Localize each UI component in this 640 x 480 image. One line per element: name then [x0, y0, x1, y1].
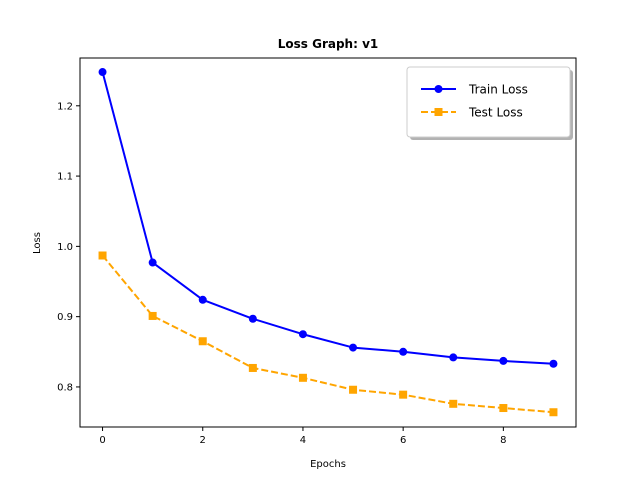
series-line-train-loss: [101, 71, 554, 365]
data-point-train-loss: [98, 68, 107, 77]
x-tick-label: 4: [300, 435, 306, 446]
chart-title: Loss Graph: v1: [278, 37, 379, 51]
legend-item-train-loss: Train Loss: [421, 83, 528, 97]
data-point-test-loss: [148, 311, 157, 320]
x-axis-label: Epochs: [310, 459, 346, 470]
data-point-train-loss: [349, 343, 358, 352]
data-point-test-loss: [399, 390, 408, 399]
plot-frame: [79, 57, 577, 428]
legend-items: Train Loss Test Loss: [421, 83, 528, 120]
data-point-train-loss: [549, 359, 558, 368]
data-point-test-loss: [198, 337, 207, 346]
x-axis: 0 2 4 6 8: [99, 427, 507, 446]
y-tick-label: 1.2: [57, 101, 73, 112]
y-tick-label: 1.0: [57, 242, 73, 253]
y-axis: 0.8 0.9 1.0 1.1 1.2: [57, 101, 80, 393]
x-tick-label: 8: [500, 435, 506, 446]
x-tick-label: 2: [200, 435, 206, 446]
data-point-train-loss: [298, 330, 307, 339]
legend-item-test-loss: Test Loss: [421, 106, 523, 120]
x-tick-label: 0: [99, 435, 105, 446]
data-point-test-loss: [349, 385, 358, 394]
data-point-train-loss: [449, 353, 458, 362]
series-test-loss: [98, 251, 558, 417]
data-point-train-loss: [499, 356, 508, 365]
data-point-test-loss: [499, 404, 508, 413]
data-point-train-loss: [148, 258, 157, 267]
data-point-test-loss: [549, 408, 558, 417]
y-tick-label: 1.1: [57, 172, 73, 183]
data-point-train-loss: [248, 314, 257, 323]
legend-label-train-loss: Train Loss: [468, 83, 528, 97]
legend-marker-train-loss: [434, 85, 443, 93]
legend-marker-test-loss: [434, 108, 443, 116]
data-point-train-loss: [198, 295, 207, 304]
series-layer: [98, 68, 558, 417]
legend-label-test-loss: Test Loss: [468, 106, 523, 120]
data-point-test-loss: [98, 251, 107, 260]
series-line-test-loss: [101, 254, 554, 414]
data-point-test-loss: [298, 373, 307, 382]
legend-box: [406, 66, 571, 138]
y-tick-label: 0.8: [57, 382, 73, 393]
data-point-test-loss: [449, 399, 458, 408]
legend: Train Loss Test Loss: [406, 66, 573, 140]
data-point-test-loss: [248, 363, 257, 372]
series-train-loss: [98, 68, 558, 368]
y-axis-label: Loss: [32, 232, 43, 254]
x-tick-label: 6: [400, 435, 406, 446]
data-point-train-loss: [399, 347, 408, 356]
y-tick-label: 0.9: [57, 312, 73, 323]
